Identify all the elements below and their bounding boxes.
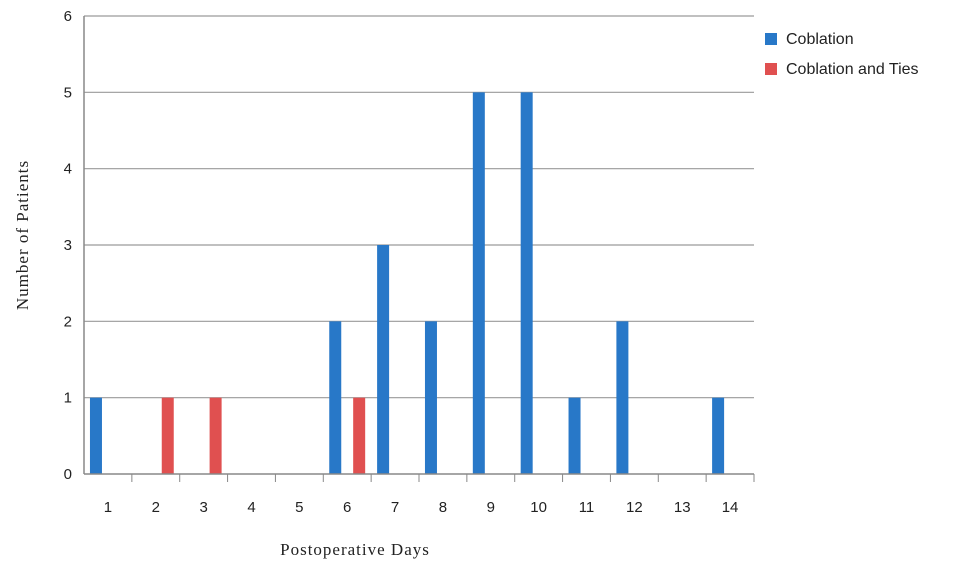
x-tick-labels: 1 2 3 4 5 6 7 8 9 10 11 12 13 14: [104, 499, 739, 516]
x-tick-label: 12: [626, 499, 643, 516]
legend-label: Coblation and Ties: [786, 61, 919, 78]
x-tick-label: 10: [530, 499, 547, 516]
bar-coblation-6: [329, 321, 342, 474]
x-tick-label: 4: [247, 499, 255, 516]
y-tick-label: 5: [64, 84, 72, 101]
x-category-separators: [131, 474, 755, 482]
y-tick-labels: 0 1 2 3 4 5 6: [64, 8, 72, 483]
legend-swatch: [765, 33, 777, 45]
x-tick-label: 2: [152, 499, 160, 516]
bar-coblation-1: [89, 397, 102, 474]
x-tick-label: 11: [579, 499, 595, 516]
x-axis-title: Postoperative Days: [280, 540, 430, 559]
y-axis-title: Number of Patients: [13, 160, 32, 310]
bar-coblation-7: [377, 245, 390, 474]
bar-coblation-12: [616, 321, 629, 474]
legend-swatch: [765, 63, 777, 75]
bar-coblation-8: [424, 321, 437, 474]
x-tick-label: 8: [439, 499, 447, 516]
y-tick-label: 6: [64, 8, 72, 25]
bar-coblation-and-ties-2: [161, 397, 174, 474]
bar-coblation-and-ties-3: [209, 397, 222, 474]
legend-label: Coblation: [786, 31, 854, 48]
x-tick-label: 14: [722, 499, 739, 516]
bar-coblation-14: [712, 397, 725, 474]
bar-coblation-and-ties-6: [353, 397, 366, 474]
x-tick-label: 3: [199, 499, 207, 516]
x-tick-label: 13: [674, 499, 691, 516]
bar-coblation-11: [568, 397, 581, 474]
x-tick-label: 9: [487, 499, 495, 516]
bars: [89, 92, 725, 474]
bar-coblation-10: [520, 92, 533, 474]
x-tick-label: 7: [391, 499, 399, 516]
y-tick-label: 2: [64, 313, 72, 330]
legend: Coblation Coblation and Ties: [765, 31, 919, 78]
gridlines: [84, 15, 754, 399]
x-tick-label: 5: [295, 499, 303, 516]
y-tick-label: 3: [64, 237, 72, 254]
bar-coblation-9: [472, 92, 485, 474]
axes: [83, 16, 754, 475]
y-tick-label: 4: [64, 161, 72, 178]
y-tick-label: 0: [64, 466, 72, 483]
x-tick-label: 1: [104, 499, 112, 516]
y-tick-label: 1: [64, 390, 72, 407]
x-tick-label: 6: [343, 499, 351, 516]
